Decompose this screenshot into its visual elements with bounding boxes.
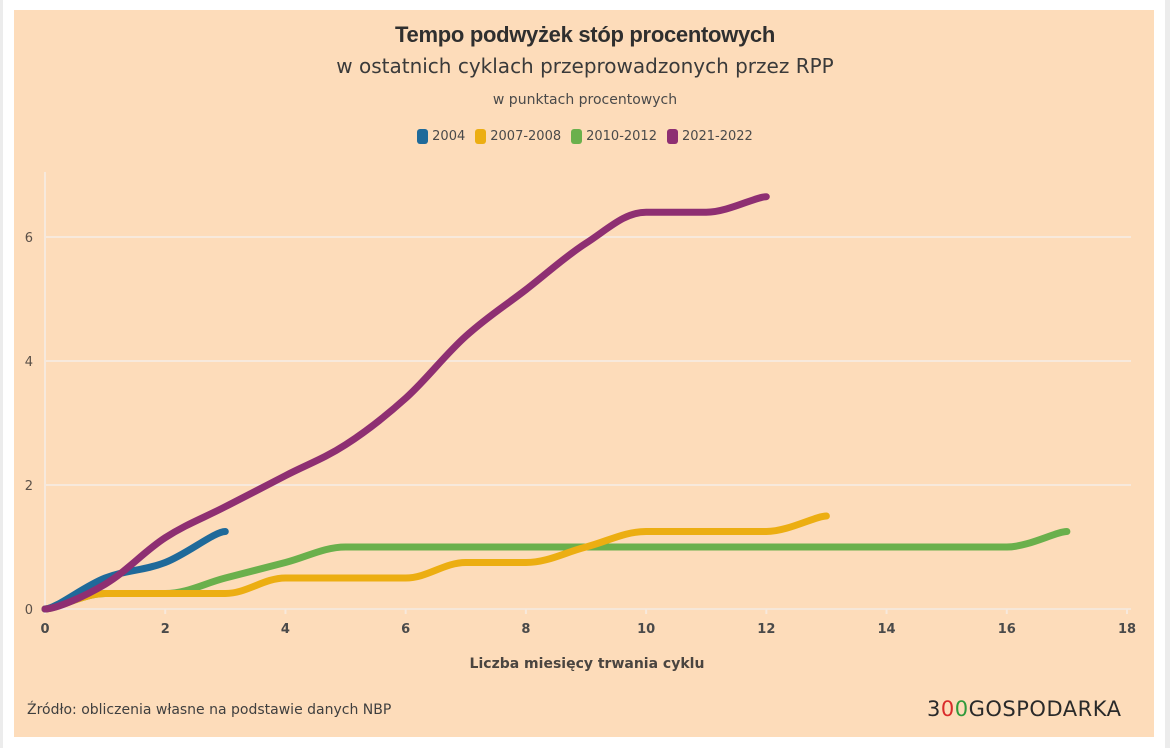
logo-gospodarka: GOSPODARKA bbox=[968, 697, 1122, 721]
series-lines bbox=[41, 193, 1071, 613]
logo-0-red: 0 bbox=[940, 697, 955, 721]
y-tick-label: 6 bbox=[25, 231, 33, 246]
y-tick-label: 0 bbox=[25, 603, 33, 618]
logo-3: 3 bbox=[927, 697, 941, 721]
legend: 2004 2007-2008 2010-2012 2021-2022 bbox=[0, 129, 1170, 144]
legend-swatch bbox=[417, 129, 429, 144]
legend-item-2004[interactable]: 2004 bbox=[417, 129, 465, 144]
legend-swatch bbox=[475, 129, 487, 144]
brand-logo: 300GOSPODARKA bbox=[927, 697, 1121, 721]
legend-label: 2004 bbox=[432, 129, 466, 144]
x-tick-label: 6 bbox=[401, 622, 410, 637]
tick-labels: 0 2 4 6 0 2 4 6 8 10 12 14 16 18 bbox=[25, 231, 1136, 637]
legend-swatch bbox=[571, 129, 583, 144]
x-tick-label: 14 bbox=[878, 622, 896, 637]
series-line-2004[interactable] bbox=[41, 528, 229, 613]
window-edge-right bbox=[1165, 0, 1170, 748]
series-line-2021-2022[interactable] bbox=[41, 193, 770, 613]
chart-title: Tempo podwyżek stóp procentowych bbox=[395, 22, 775, 47]
legend-swatch bbox=[666, 129, 678, 144]
logo-0-green: 0 bbox=[954, 697, 969, 721]
legend-item-2021-2022[interactable]: 2021-2022 bbox=[666, 129, 753, 144]
x-tick-label: 2 bbox=[161, 622, 170, 637]
series-line-2007-2008[interactable] bbox=[41, 512, 830, 613]
x-tick-label: 18 bbox=[1118, 622, 1136, 637]
legend-label: 2010-2012 bbox=[586, 129, 657, 144]
unit-note: w punktach procentowych bbox=[492, 92, 678, 108]
y-tick-label: 4 bbox=[25, 355, 33, 370]
window-edge-left bbox=[0, 0, 3, 748]
chart-subtitle: w ostatnich cyklach przeprowadzonych prz… bbox=[336, 54, 834, 78]
x-tick-label: 0 bbox=[40, 622, 49, 637]
x-tick-label: 8 bbox=[521, 622, 530, 637]
gridlines bbox=[45, 236, 1131, 610]
source-note: Źródło: obliczenia własne na podstawie d… bbox=[27, 702, 392, 718]
legend-label: 2007-2008 bbox=[490, 129, 562, 144]
legend-item-2007-2008[interactable]: 2007-2008 bbox=[475, 129, 561, 144]
x-tick-label: 10 bbox=[637, 622, 655, 637]
series-line-2010-2012[interactable] bbox=[41, 528, 1071, 613]
legend-item-2010-2012[interactable]: 2010-2012 bbox=[571, 129, 657, 144]
legend-label: 2021-2022 bbox=[681, 129, 753, 144]
x-axis-label: Liczba miesięcy trwania cyklu bbox=[470, 656, 705, 672]
x-tick-label: 4 bbox=[281, 622, 290, 637]
y-tick-label: 2 bbox=[25, 479, 33, 494]
x-tick-label: 12 bbox=[757, 622, 775, 637]
chart-panel bbox=[14, 10, 1154, 737]
x-tick-label: 16 bbox=[998, 622, 1016, 637]
